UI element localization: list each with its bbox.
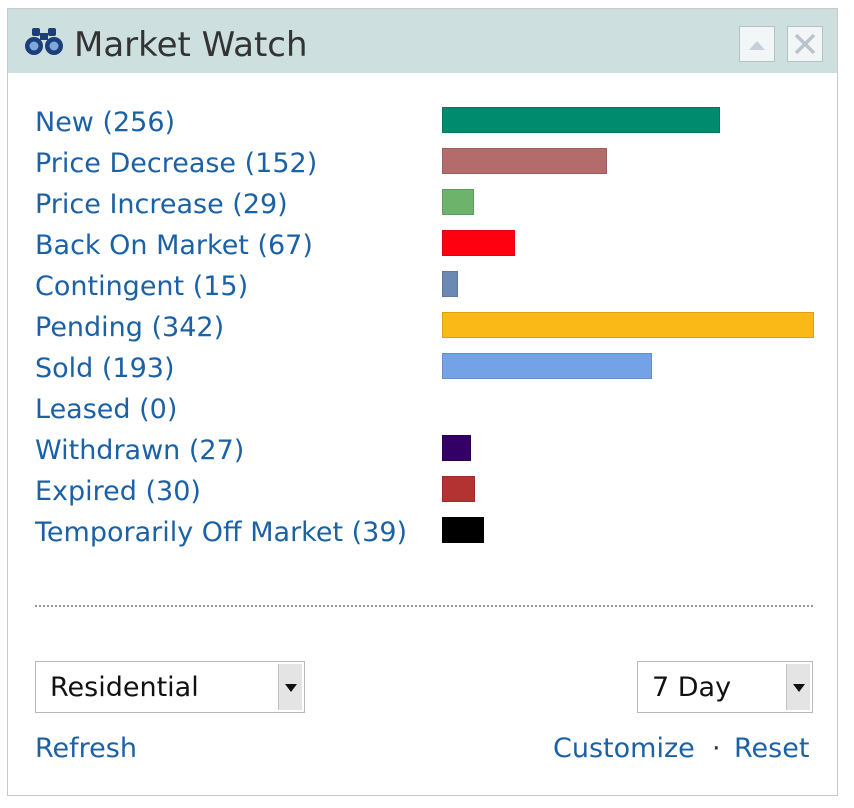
status-list: New (256) Price Decrease (152) Price Incre… (35, 105, 825, 556)
market-watch-widget: Market Watch New (256) Price Decrease (15… (7, 8, 838, 796)
footer-separator: · (712, 733, 721, 764)
status-link[interactable]: New (256) (35, 107, 176, 138)
status-link[interactable]: Leased (0) (35, 394, 178, 425)
collapse-button[interactable] (739, 26, 775, 62)
status-row: Price Decrease (152) (35, 146, 825, 187)
period-select[interactable]: 7 Day (637, 661, 813, 713)
reset-link[interactable]: Reset (734, 733, 810, 764)
status-bar[interactable] (442, 353, 652, 379)
divider (35, 605, 813, 607)
dropdown-arrow-icon[interactable] (786, 664, 810, 710)
status-row: Expired (30) (35, 474, 825, 515)
status-link[interactable]: Expired (30) (35, 476, 201, 507)
status-link[interactable]: Price Increase (29) (35, 189, 288, 220)
status-bar[interactable] (442, 476, 475, 502)
customize-link[interactable]: Customize (553, 733, 695, 764)
dropdown-arrow-icon[interactable] (278, 664, 302, 710)
status-bar[interactable] (442, 189, 474, 215)
status-link[interactable]: Pending (342) (35, 312, 225, 343)
status-bar[interactable] (442, 312, 814, 338)
status-row: Back On Market (67) (35, 228, 825, 269)
status-row: Leased (0) (35, 392, 825, 433)
status-link[interactable]: Contingent (15) (35, 271, 249, 302)
status-row: New (256) (35, 105, 825, 146)
close-button[interactable] (787, 26, 823, 62)
status-row: Contingent (15) (35, 269, 825, 310)
status-link[interactable]: Back On Market (67) (35, 230, 313, 261)
close-icon (794, 33, 816, 55)
status-bar[interactable] (442, 271, 458, 297)
binoculars-icon (25, 28, 63, 55)
status-link[interactable]: Withdrawn (27) (35, 435, 245, 466)
status-bar[interactable] (442, 148, 607, 174)
status-row: Withdrawn (27) (35, 433, 825, 474)
status-bar[interactable] (442, 435, 471, 461)
status-link[interactable]: Temporarily Off Market (39) (35, 517, 408, 548)
status-row: Price Increase (29) (35, 187, 825, 228)
status-row: Sold (193) (35, 351, 825, 392)
refresh-link[interactable]: Refresh (35, 733, 137, 764)
status-link[interactable]: Price Decrease (152) (35, 148, 318, 179)
status-row: Temporarily Off Market (39) (35, 515, 825, 556)
status-row: Pending (342) (35, 310, 825, 351)
status-bar[interactable] (442, 517, 484, 543)
property-type-value: Residential (50, 672, 199, 703)
chevron-up-icon (749, 41, 765, 50)
period-value: 7 Day (652, 672, 732, 703)
property-type-select[interactable]: Residential (35, 661, 305, 713)
status-bar[interactable] (442, 230, 515, 256)
status-link[interactable]: Sold (193) (35, 353, 175, 384)
widget-header: Market Watch (8, 9, 837, 73)
widget-title: Market Watch (74, 25, 308, 65)
status-bar[interactable] (442, 107, 720, 133)
